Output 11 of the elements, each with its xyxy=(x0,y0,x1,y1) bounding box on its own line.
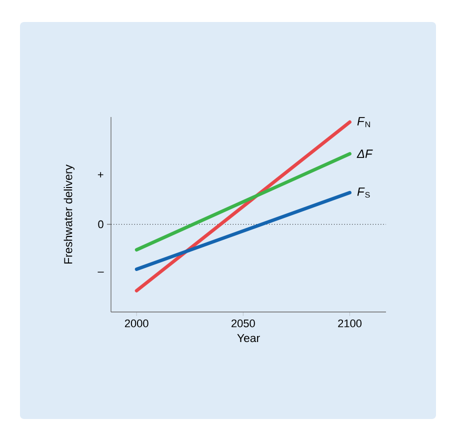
text: – xyxy=(98,272,104,273)
x-tick-label: 2000 xyxy=(124,320,148,328)
series-label: ΔF xyxy=(356,150,373,158)
series-label: F$_{N}$ xyxy=(357,117,370,128)
x-axis-title: Year xyxy=(237,334,260,342)
text: + xyxy=(98,172,104,178)
y-axis-title: Freshwater delivery xyxy=(64,164,74,264)
x-tick-label: 2050 xyxy=(232,320,255,328)
ref-line-label: 0 xyxy=(98,220,104,228)
x-tick-label: 2100 xyxy=(338,320,362,328)
series-label: F$_{S}$ xyxy=(357,188,370,198)
